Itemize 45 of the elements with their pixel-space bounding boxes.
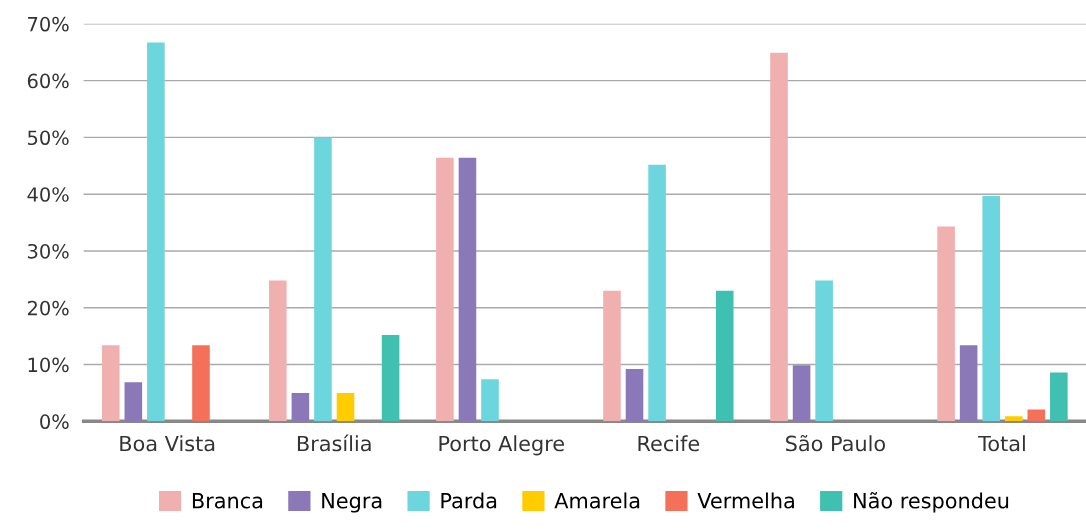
bar [959,345,978,422]
x-tick-label: Recife [638,435,700,452]
bar [381,335,400,422]
y-tick-label: 70% [28,16,69,32]
bar [269,280,287,422]
x-tick-label: Total [978,435,1025,452]
bar [314,137,332,422]
y-tick-label: 40% [27,187,69,202]
bar [648,164,666,422]
bar [792,365,811,422]
y-tick-label: 50% [28,130,69,146]
legend-label: Amarela [554,492,640,509]
bar [603,290,621,422]
bar [124,382,143,422]
x-tick-label: Boa Vista [120,435,215,452]
bar [1050,372,1068,422]
bar [458,157,477,422]
x-tick-label: Brasília [297,434,371,452]
bar [937,226,955,422]
y-tick-label: 60% [27,73,69,89]
bar [770,52,788,422]
legend-label: Não respondeu [854,492,1009,513]
bar [436,157,454,422]
x-tick-label: São Paulo [786,434,886,452]
bar [336,392,355,422]
bar [147,42,165,422]
bar [625,369,644,422]
bar [101,345,120,422]
y-tick-label: 10% [28,357,69,373]
legend-label: Negra [322,493,382,513]
bar [1004,416,1023,422]
bar [815,280,833,422]
legend-label: Vermelha [697,492,794,509]
bar [715,290,734,422]
bar [192,345,210,422]
y-tick-label: 0% [40,414,69,430]
bar [481,379,499,422]
y-tick-label: 20% [27,300,69,316]
bar [291,392,310,422]
legend-label: Parda [441,492,497,509]
x-tick-label: Porto Alegre [439,435,564,456]
bar [982,195,1000,422]
bar [1027,409,1046,422]
y-tick-label: 30% [28,243,69,259]
legend-label: Branca [192,493,263,509]
